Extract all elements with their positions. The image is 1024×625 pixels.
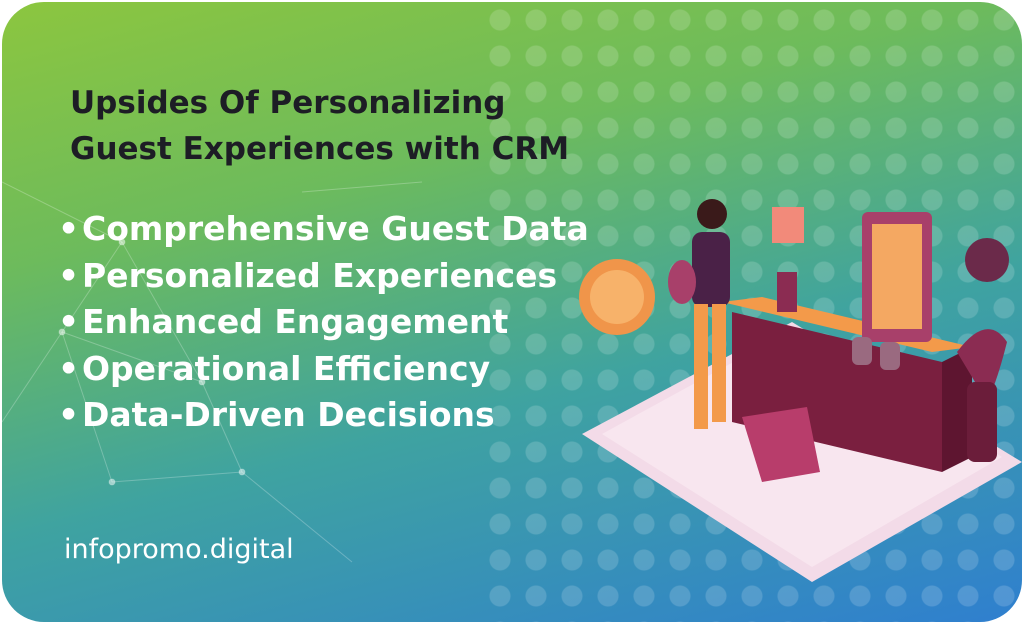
bullet: Personalized Experiences [58, 253, 589, 300]
bullet: Operational Efficiency [58, 346, 589, 393]
bullet: Data-Driven Decisions [58, 392, 589, 439]
bullet: Enhanced Engagement [58, 299, 589, 346]
illustration [579, 199, 1022, 582]
logo: infopromo.digital [64, 534, 294, 565]
bullet: Comprehensive Guest Data [58, 206, 589, 253]
title-line: Guest Experiences with CRM [70, 131, 570, 167]
title: Upsides Of Personalizing Guest Experienc… [70, 80, 569, 172]
title-line: Upsides Of Personalizing [70, 85, 506, 121]
bullet-list: Comprehensive Guest Data Personalized Ex… [58, 206, 589, 439]
